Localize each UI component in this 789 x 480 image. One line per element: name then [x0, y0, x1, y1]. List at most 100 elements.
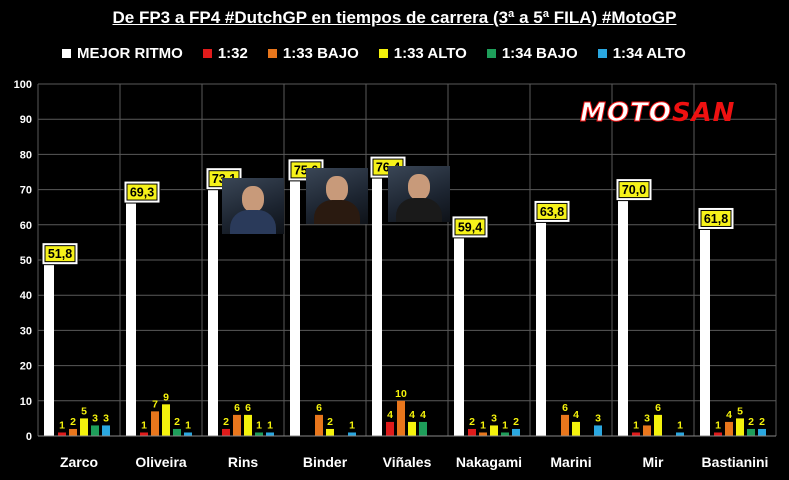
- best-label-box: [454, 218, 486, 236]
- value-label-Marini-series-3: 4: [573, 409, 579, 421]
- legend-item-134-alto: 1:34 ALTO: [597, 45, 686, 62]
- best-label-Zarco: 51,8: [48, 247, 72, 261]
- y-tick-label: 50: [20, 255, 32, 267]
- legend-swatch-134-alto: [597, 49, 607, 58]
- best-label-Bastianini: 61,8: [704, 212, 728, 226]
- bar-Mir-series-2: [643, 425, 651, 436]
- value-label-Zarco-series-2: 2: [70, 416, 76, 428]
- best-label-Marini: 63,8: [540, 205, 564, 219]
- value-label-Bastianini-series-5: 2: [759, 416, 765, 428]
- value-label-Binder-series-3: 2: [327, 416, 333, 428]
- logo-text-san: SAN: [671, 98, 736, 128]
- legend-label-133-bajo: 1:33 BAJO: [282, 45, 359, 62]
- legend-label-best: MEJOR RITMO: [77, 45, 183, 62]
- bar-Binder-series-3: [326, 428, 334, 436]
- bar-Nakagami-series-5: [512, 428, 520, 436]
- legend-item-132: 1:32: [202, 45, 248, 62]
- bar-Bastianini-series-5: [758, 428, 766, 436]
- y-tick-label: 100: [14, 79, 32, 91]
- bar-Zarco-series-5: [102, 425, 110, 436]
- y-tick-label: 30: [20, 325, 32, 337]
- y-tick-label: 10: [20, 396, 32, 408]
- value-label-Viñales-series-3: 4: [409, 409, 415, 421]
- bar-Nakagami-series-4: [501, 432, 509, 436]
- category-label-Mir: Mir: [643, 454, 665, 470]
- bar-Zarco-series-4: [91, 425, 99, 436]
- bar-Binder-series-2: [315, 414, 323, 436]
- value-label-Viñales-series-2: 10: [395, 388, 407, 400]
- bar-Marini-series-5: [594, 425, 602, 436]
- value-label-Oliveira-series-1: 1: [141, 419, 147, 431]
- value-label-Mir-series-5: 1: [677, 419, 683, 431]
- bar-Viñales-series-4: [419, 421, 427, 436]
- legend-label-133-alto: 1:33 ALTO: [393, 45, 467, 62]
- bar-Oliveira-series-5: [184, 432, 192, 436]
- bar-Rins-series-5: [266, 432, 274, 436]
- y-tick-label: 80: [20, 149, 32, 161]
- legend-swatch-132: [202, 49, 212, 58]
- bar-Bastianini-series-2: [725, 421, 733, 436]
- category-label-Rins: Rins: [228, 454, 259, 470]
- bar-Bastianini-series-4: [747, 428, 755, 436]
- best-label-box: [536, 202, 568, 220]
- bar-Zarco-series-1: [58, 432, 66, 436]
- legend-label-134-bajo: 1:34 BAJO: [501, 45, 578, 62]
- value-label-Mir-series-1: 1: [633, 419, 639, 431]
- value-label-Zarco-series-5: 3: [103, 412, 109, 424]
- legend-swatch-133-alto: [378, 49, 388, 58]
- legend-item-best: MEJOR RITMO: [62, 45, 183, 62]
- legend-label-132: 1:32: [217, 45, 248, 62]
- bar-Mir-series-3: [654, 414, 662, 436]
- value-label-Binder-series-2: 6: [316, 402, 322, 414]
- category-label-Nakagami: Nakagami: [456, 454, 522, 470]
- value-label-Nakagami-series-5: 2: [513, 416, 519, 428]
- y-tick-label: 70: [20, 185, 32, 197]
- bar-Binder-series-5: [348, 432, 356, 436]
- bar-best-Binder: [290, 169, 300, 436]
- value-label-Rins-series-1: 2: [223, 416, 229, 428]
- bar-best-Mir: [618, 189, 628, 436]
- value-label-Mir-series-2: 3: [644, 412, 650, 424]
- bar-Viñales-series-1: [386, 421, 394, 436]
- bar-Zarco-series-2: [69, 428, 77, 436]
- bar-Rins-series-3: [244, 414, 252, 436]
- value-label-Zarco-series-1: 1: [59, 419, 65, 431]
- legend-swatch-134-bajo: [486, 49, 496, 58]
- rider-photo-vinales: [388, 166, 450, 222]
- bar-Oliveira-series-1: [140, 432, 148, 436]
- best-label-box: [126, 183, 158, 201]
- bar-Nakagami-series-1: [468, 428, 476, 436]
- value-label-Marini-series-5: 3: [595, 412, 601, 424]
- category-label-Oliveira: Oliveira: [135, 454, 187, 470]
- bar-Viñales-series-3: [408, 421, 416, 436]
- bar-Rins-series-2: [233, 414, 241, 436]
- legend-swatch-best: [62, 49, 71, 58]
- y-tick-label: 20: [20, 361, 32, 373]
- value-label-Bastianini-series-3: 5: [737, 405, 743, 417]
- value-label-Rins-series-2: 6: [234, 402, 240, 414]
- y-tick-label: 0: [26, 431, 32, 443]
- value-label-Oliveira-series-4: 2: [174, 416, 180, 428]
- value-label-Nakagami-series-1: 2: [469, 416, 475, 428]
- bar-Mir-series-1: [632, 432, 640, 436]
- bar-Oliveira-series-4: [173, 428, 181, 436]
- best-label-Nakagami: 59,4: [458, 220, 482, 234]
- bar-best-Zarco: [44, 253, 54, 436]
- value-label-Viñales-series-4: 4: [420, 409, 426, 421]
- logo-text-moto: MOTO: [580, 98, 672, 129]
- value-label-Nakagami-series-4: 1: [502, 419, 508, 431]
- best-label-Mir: 70,0: [622, 183, 646, 197]
- category-label-Zarco: Zarco: [60, 454, 98, 470]
- bar-Marini-series-3: [572, 421, 580, 436]
- y-tick-label: 60: [20, 220, 32, 232]
- legend-label-134-alto: 1:34 ALTO: [612, 45, 686, 62]
- value-label-Nakagami-series-2: 1: [480, 419, 486, 431]
- bar-Oliveira-series-2: [151, 411, 159, 436]
- best-label-box: [618, 181, 650, 199]
- value-label-Bastianini-series-1: 1: [715, 419, 721, 431]
- chart-title: De FP3 a FP4 #DutchGP en tiempos de carr…: [112, 8, 677, 27]
- legend-item-133-bajo: 1:33 BAJO: [267, 45, 359, 62]
- value-label-Oliveira-series-2: 7: [152, 398, 158, 410]
- rider-photo-binder: [306, 168, 368, 224]
- bar-Viñales-series-2: [397, 400, 405, 436]
